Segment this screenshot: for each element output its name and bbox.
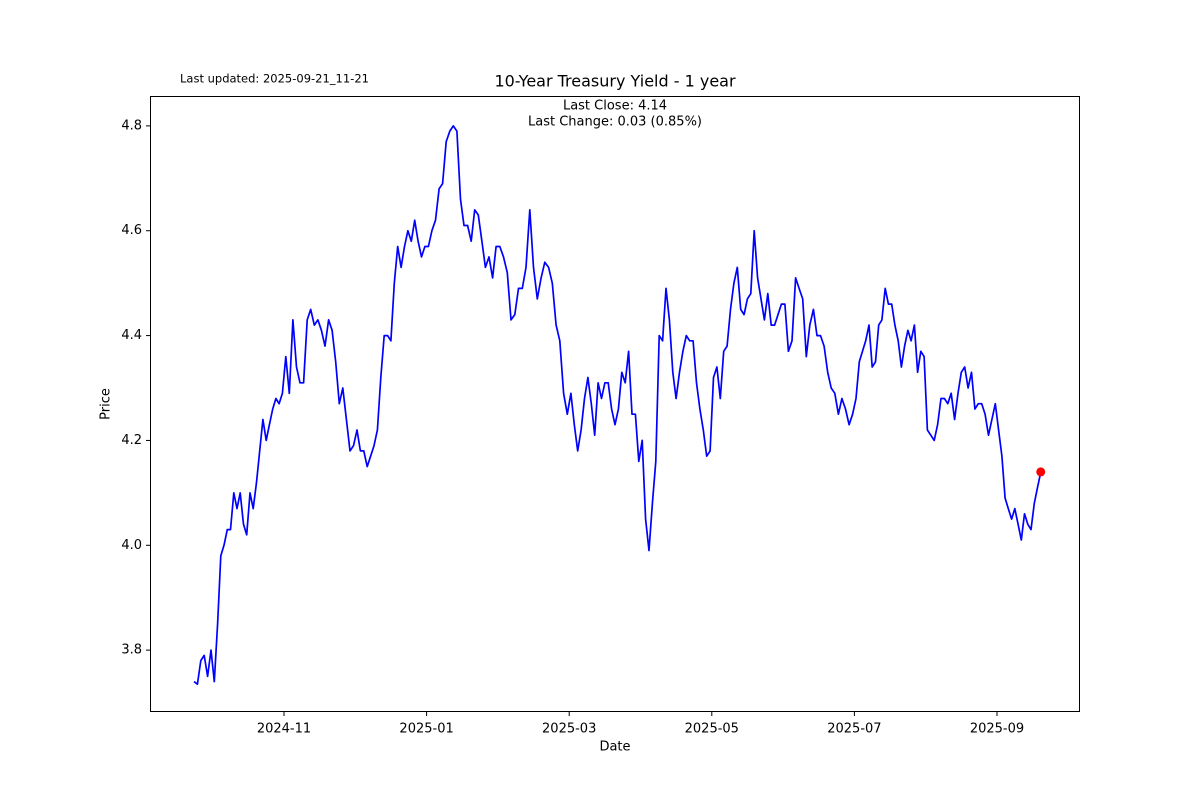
x-tick-label: 2024-11: [257, 722, 311, 737]
y-tick-label: 3.8: [121, 643, 142, 658]
x-tick-label: 2025-01: [399, 722, 453, 737]
y-tick-label: 4.4: [121, 328, 142, 343]
annotation: Last Close: 4.14: [563, 99, 667, 114]
y-tick-label: 4.0: [121, 538, 142, 553]
axes-frame: [150, 96, 1080, 712]
x-axis-label: Date: [599, 740, 630, 755]
price-line: [193, 125, 1042, 686]
chart-title: 10-Year Treasury Yield - 1 year: [494, 72, 736, 91]
y-tick-label: 4.6: [121, 223, 142, 238]
x-tick-label: 2025-07: [827, 722, 881, 737]
last-point: [1036, 467, 1046, 477]
annotation: Last Change: 0.03 (0.85%): [528, 115, 702, 130]
last-updated: Last updated: 2025-09-21_11-21: [180, 72, 369, 86]
y-tick-label: 4.2: [121, 433, 142, 448]
y-tick-label: 4.8: [121, 118, 142, 133]
x-tick-label: 2025-03: [542, 722, 596, 737]
x-tick-label: 2025-05: [685, 722, 739, 737]
y-axis-label: Price: [99, 388, 114, 420]
x-tick-label: 2025-09: [970, 722, 1024, 737]
